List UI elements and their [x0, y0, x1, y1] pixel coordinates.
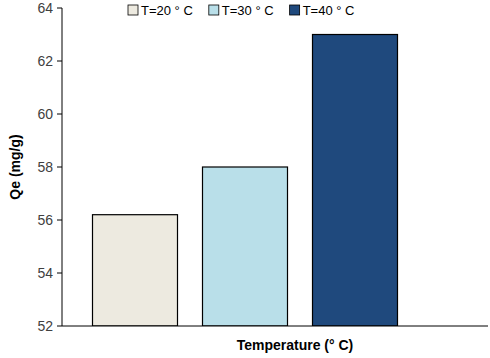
- bar: [93, 215, 178, 326]
- legend-label: T=30 ° C: [222, 3, 274, 18]
- y-tick: [57, 114, 62, 115]
- y-tick: [57, 8, 62, 9]
- legend: T=20 ° C T=30 ° C T=40 ° C: [128, 3, 354, 18]
- y-tick: [57, 273, 62, 274]
- y-tick-label: 56: [37, 212, 53, 228]
- y-tick-label: 52: [37, 318, 53, 334]
- y-tick-label: 58: [37, 159, 53, 175]
- y-tick: [57, 220, 62, 221]
- y-tick-label: 62: [37, 53, 53, 69]
- legend-label: T=20 ° C: [141, 3, 193, 18]
- bars: [93, 35, 398, 327]
- bar: [203, 167, 288, 326]
- legend-swatch: [290, 5, 300, 15]
- y-tick: [57, 61, 62, 62]
- legend-swatch: [128, 5, 138, 15]
- chart: 52 54 56 58 60 62 64 Qe (mg/g) Temperature (° C)…: [0, 0, 490, 358]
- x-axis: [62, 326, 488, 327]
- bar: [313, 35, 398, 327]
- legend-label: T=40 ° C: [303, 3, 355, 18]
- y-tick-label: 60: [37, 106, 53, 122]
- y-tick: [57, 167, 62, 168]
- legend-swatch: [209, 5, 219, 15]
- y-tick-label: 54: [37, 265, 53, 281]
- y-tick: [57, 326, 62, 327]
- y-axis-label: Qe (mg/g): [7, 134, 23, 199]
- x-axis-label: Temperature (° C): [237, 337, 354, 353]
- y-tick-label: 64: [37, 0, 53, 16]
